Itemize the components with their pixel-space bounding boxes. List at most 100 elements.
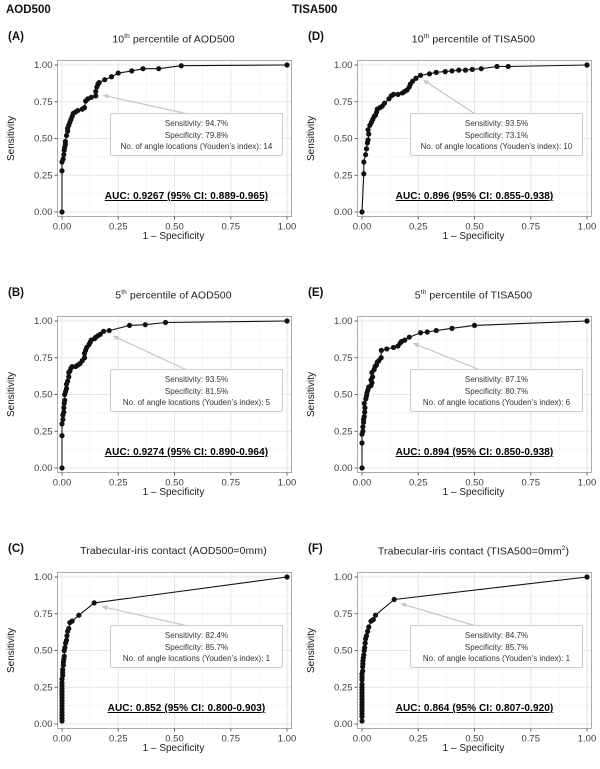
roc-points [59,62,290,215]
annotation-sensitivity: Sensitivity: 84.7% [464,631,529,640]
y-tick-label: 0.75 [34,97,53,108]
panel-letter: (B) [8,287,24,299]
auc-label: AUC: 0.9267 (95% CI: 0.889-0.965) [104,191,269,202]
y-tick-label: 0.50 [334,134,353,145]
y-axis-label: Sensitivity [6,628,17,674]
callout-arrow [422,79,475,115]
roc-panel: 0.00 0.00 0.25 0.25 0.50 0.50 0.75 0.75 1.00 1.00… [0,281,300,537]
annotation-box: Sensitivity: 94.7% Specificity: 79.8% No… [110,113,283,156]
y-tick-label: 0.25 [34,426,53,437]
y-axis-label: Sensitivity [306,628,317,674]
y-tick-label: 0.00 [34,207,53,218]
y-tick-label: 1.00 [334,572,353,583]
x-axis-label: 1 – Specificity [442,231,505,242]
column-header-tisa500: TISA500 [292,4,338,16]
annotation-specificity: Specificity: 81.5% [164,386,229,396]
x-tick-label: 1.00 [278,734,297,745]
y-tick-label: 0.00 [334,207,353,218]
x-tick-label: 0.00 [353,222,372,233]
x-tick-label: 0.00 [353,478,372,489]
panel-grid: 0.00 0.00 0.25 0.25 0.50 0.50 0.75 0.75 1.00 1.00… [0,25,600,769]
y-tick-label: 0.00 [334,719,353,730]
x-tick-label: 0.75 [522,478,541,489]
x-axis-label: 1 – Specificity [142,487,205,498]
x-tick-label: 0.25 [409,222,428,233]
panel-title: Trabecular-iris contact (TISA500=0mm2) [377,545,570,558]
y-axis-label: Sensitivity [6,372,17,418]
y-tick-label: 0.25 [34,682,53,693]
callout-arrow [102,94,186,115]
callout-arrow [112,335,187,371]
auc-label: AUC: 0.9274 (95% CI: 0.890-0.964) [104,447,269,458]
annotation-sensitivity: Sensitivity: 93.5% [164,375,229,384]
x-tick-label: 0.50 [165,478,184,489]
annotation-specificity: Specificity: 79.8% [164,130,229,140]
annotation-specificity: Specificity: 85.7% [164,642,229,652]
annotation-youden: No. of angle locations (Youden’s index):… [420,142,573,151]
annotation-box: Sensitivity: 93.5% Specificity: 81.5% No… [110,369,283,412]
axis-ticks: 0.000.00 0.25 0.25 0.50 0.50 0.75 0.75 1.00 1.00 [34,572,296,744]
y-axis-label: Sensitivity [6,116,17,162]
annotation-specificity: Specificity: 73.1% [464,130,529,140]
roc-panel: 0.00 0.00 0.25 0.25 0.50 0.50 0.75 0.75 1.00 1.00… [0,25,300,281]
x-axis-label: 1 – Specificity [142,743,205,754]
x-tick-label: 0.00 [53,222,72,233]
x-tick-label: 0.50 [165,734,184,745]
roc-panel: 0.00 0.00 0.25 0.25 0.50 0.50 0.75 0.75 1.00 1.00… [0,537,300,769]
x-tick-label: 0.25 [409,478,428,489]
panel-title: Trabecular-iris contact (AOD500=0mm) [80,545,267,557]
x-tick-label: 1.00 [578,222,597,233]
x-tick-label: 1.00 [278,222,297,233]
callout-arrow [400,602,475,627]
x-tick-label: 0.00 [353,734,372,745]
x-tick-label: 1.00 [578,734,597,745]
panel-title: 5th percentile of AOD500 [115,289,232,302]
roc-points [59,574,290,724]
callout-arrow [101,605,186,627]
y-tick-label: 0.25 [334,682,353,693]
callout-arrow [412,343,480,371]
roc-points [59,318,290,471]
y-tick-label: 0.00 [34,719,53,730]
x-axis-label: 1 – Specificity [142,231,205,242]
column-header-aod500: AOD500 [6,4,51,16]
x-tick-label: 0.75 [222,222,241,233]
annotation-youden: No. of angle locations (Youden’s index):… [120,142,273,151]
x-tick-label: 0.75 [222,478,241,489]
auc-label: AUC: 0.896 (95% CI: 0.855-0.938) [395,191,554,202]
y-tick-label: 1.00 [34,60,53,71]
roc-panel: 0.00 0.00 0.25 0.25 0.50 0.50 0.75 0.75 1.00 1.00… [300,281,600,537]
panel-letter: (C) [8,543,24,555]
y-tick-label: 1.00 [34,572,53,583]
y-axis-label: Sensitivity [306,372,317,418]
x-tick-label: 0.25 [109,478,128,489]
annotation-specificity: Specificity: 85.7% [464,642,529,652]
annotation-sensitivity: Sensitivity: 93.5% [464,119,529,128]
x-tick-label: 0.50 [465,222,484,233]
roc-panel: 0.00 0.00 0.25 0.25 0.50 0.50 0.75 0.75 1.00 1.00… [300,25,600,281]
x-tick-label: 1.00 [578,478,597,489]
y-tick-label: 1.00 [334,60,353,71]
axis-ticks: 0.000.00 0.25 0.25 0.50 0.50 0.75 0.75 1.00 1.00 [334,60,596,232]
x-tick-label: 0.75 [222,734,241,745]
x-tick-label: 0.75 [522,222,541,233]
panel-title: 10th percentile of TISA500 [411,33,536,46]
y-tick-label: 0.50 [334,646,353,657]
x-axis-label: 1 – Specificity [442,743,505,754]
x-tick-label: 0.25 [109,222,128,233]
y-tick-label: 0.50 [334,390,353,401]
annotation-box: Sensitivity: 93.5% Specificity: 73.1% No… [410,113,583,156]
y-tick-label: 0.75 [334,353,353,364]
auc-label: AUC: 0.852 (95% CI: 0.800-0.903) [107,703,266,714]
y-tick-label: 0.75 [34,609,53,620]
x-tick-label: 0.50 [465,478,484,489]
panel-letter: (F) [308,543,323,555]
panel-title: 10th percentile of AOD500 [112,33,235,46]
y-tick-label: 0.50 [34,646,53,657]
roc-points [359,318,590,471]
x-tick-label: 0.50 [465,734,484,745]
annotation-box: Sensitivity: 82.4% Specificity: 85.7% No… [110,625,283,668]
annotation-youden: No. of angle locations (Youden’s index):… [422,654,571,663]
auc-label: AUC: 0.864 (95% CI: 0.807-0.920) [395,703,554,714]
